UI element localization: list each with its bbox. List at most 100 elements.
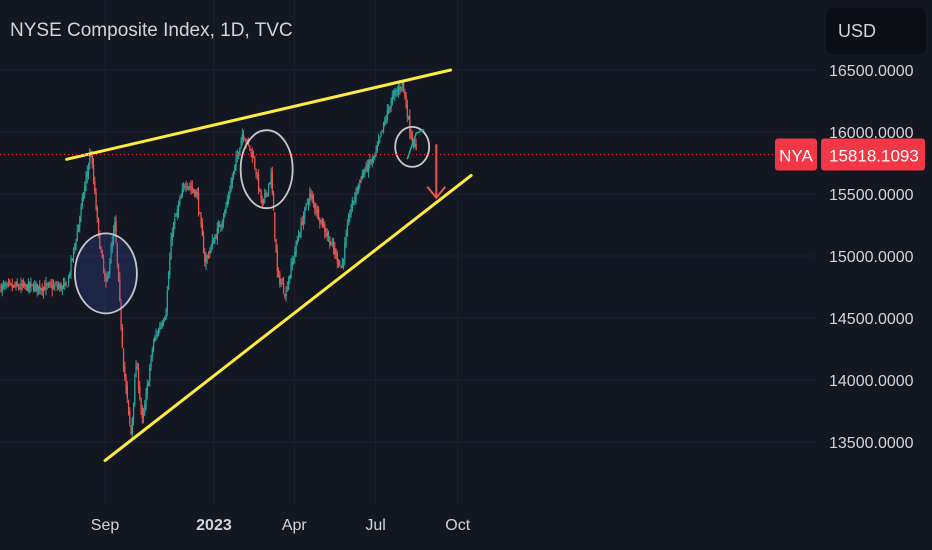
candle-down <box>94 181 96 192</box>
candle-down <box>254 158 256 168</box>
candle-down <box>352 200 355 202</box>
candle-up <box>351 200 354 209</box>
candle-up <box>354 197 356 202</box>
candle-up <box>229 191 231 195</box>
candle-up <box>355 188 357 199</box>
currency-button[interactable]: USD <box>826 8 926 54</box>
candle-down <box>200 213 202 225</box>
candle-down <box>49 283 51 285</box>
candle-up <box>47 283 50 286</box>
candle-up <box>216 228 218 240</box>
candle-up <box>367 161 370 172</box>
candle-up <box>135 365 137 378</box>
candle-up <box>240 139 242 149</box>
candle-up <box>157 329 160 336</box>
candle-down <box>119 278 121 301</box>
candle-down <box>369 159 371 163</box>
candle-up <box>35 283 37 286</box>
candle-up <box>145 393 147 406</box>
candle-up <box>54 285 56 288</box>
candle-up <box>84 185 86 195</box>
candle-down <box>319 220 321 223</box>
candle-down <box>277 271 280 274</box>
candle-up <box>166 290 168 311</box>
candle-down <box>274 212 276 238</box>
candle-down <box>366 164 369 171</box>
candle-down <box>244 139 246 141</box>
candle-up <box>269 182 271 185</box>
candle-up <box>76 230 78 241</box>
candle-up <box>347 216 350 226</box>
down-arrow-head <box>426 186 447 200</box>
candle-down <box>101 250 103 258</box>
candle-up <box>384 120 386 125</box>
candle-up <box>176 209 178 216</box>
candle-up <box>89 154 91 165</box>
candle-up <box>320 219 322 222</box>
candle-up <box>184 186 186 188</box>
candle-up <box>112 231 115 243</box>
price-badge <box>821 138 925 171</box>
candle-down <box>255 169 257 175</box>
candle-up <box>264 193 266 198</box>
candle-up <box>149 368 151 381</box>
candle-up <box>346 224 349 236</box>
candle-down <box>245 139 247 143</box>
candle-up <box>79 217 81 227</box>
candle-up <box>341 263 344 267</box>
candle-down <box>185 186 187 188</box>
candle-down <box>242 134 245 139</box>
candle-down <box>324 224 326 232</box>
candle-up <box>172 223 175 234</box>
candle-up <box>407 116 410 118</box>
candle-up <box>289 275 291 280</box>
candle-up <box>217 224 220 228</box>
candle-down <box>91 155 93 164</box>
y-tick-label: 16000.0000 <box>829 125 914 142</box>
candle-up <box>171 233 173 241</box>
candle-up <box>30 283 32 286</box>
candle-down <box>99 232 101 249</box>
candle-up <box>371 157 374 163</box>
candle-down <box>192 188 195 192</box>
candle-down <box>11 284 13 288</box>
trendline <box>103 173 473 463</box>
candle-up <box>287 280 290 290</box>
x-tick-label: Jul <box>365 517 385 534</box>
candle-down <box>41 288 43 291</box>
candle-up <box>181 189 183 196</box>
candle-up <box>357 184 360 191</box>
y-tick-label: 14500.0000 <box>829 311 914 328</box>
candle-down <box>31 284 33 286</box>
candle-up <box>147 382 150 386</box>
candle-up <box>300 221 302 233</box>
candle-up <box>297 235 300 240</box>
candle-up <box>379 136 381 139</box>
candle-up <box>344 243 346 259</box>
candle-down <box>282 283 285 293</box>
candle-up <box>151 350 153 357</box>
candle-down <box>265 192 267 194</box>
candle-down <box>191 187 193 190</box>
candle-up <box>307 201 310 205</box>
candle-down <box>189 186 191 188</box>
candle-down <box>279 274 281 285</box>
candle-up <box>331 242 334 244</box>
candle-down <box>317 209 320 220</box>
candle-up <box>309 193 311 200</box>
candle-up <box>214 237 216 243</box>
candle-up <box>72 248 75 257</box>
candle-up <box>316 209 319 214</box>
candle-up <box>322 225 325 227</box>
candle-up <box>292 258 295 262</box>
candle-down <box>190 186 192 189</box>
candle-down <box>362 172 365 174</box>
candle-down <box>92 163 95 181</box>
candle-up <box>227 196 230 199</box>
candle-down <box>121 327 123 348</box>
candle-up <box>246 139 248 142</box>
candle-down <box>100 247 102 252</box>
candle-up <box>209 250 211 255</box>
